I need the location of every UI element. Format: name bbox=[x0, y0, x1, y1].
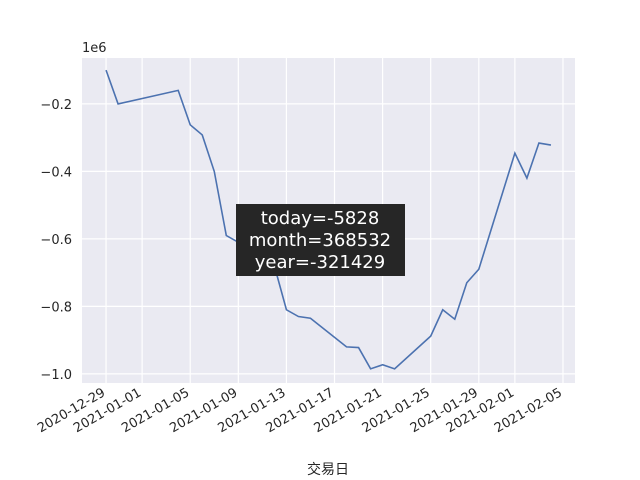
annotation-text: today=-5828 bbox=[261, 208, 380, 229]
y-tick-label: −0.6 bbox=[40, 233, 72, 248]
y-tick-label: −0.8 bbox=[40, 300, 72, 315]
annotation-text: month=368532 bbox=[249, 230, 391, 251]
annotation-text: year=-321429 bbox=[255, 252, 385, 273]
y-tick-label: −0.2 bbox=[40, 98, 72, 113]
line-series bbox=[105, 69, 552, 370]
y-tick-label: −1.0 bbox=[40, 368, 72, 383]
offset-label: 1e6 bbox=[82, 41, 107, 56]
y-tick-label: −0.4 bbox=[40, 165, 72, 180]
annotation-box bbox=[236, 204, 405, 276]
x-axis-label: 交易日 bbox=[307, 461, 349, 478]
